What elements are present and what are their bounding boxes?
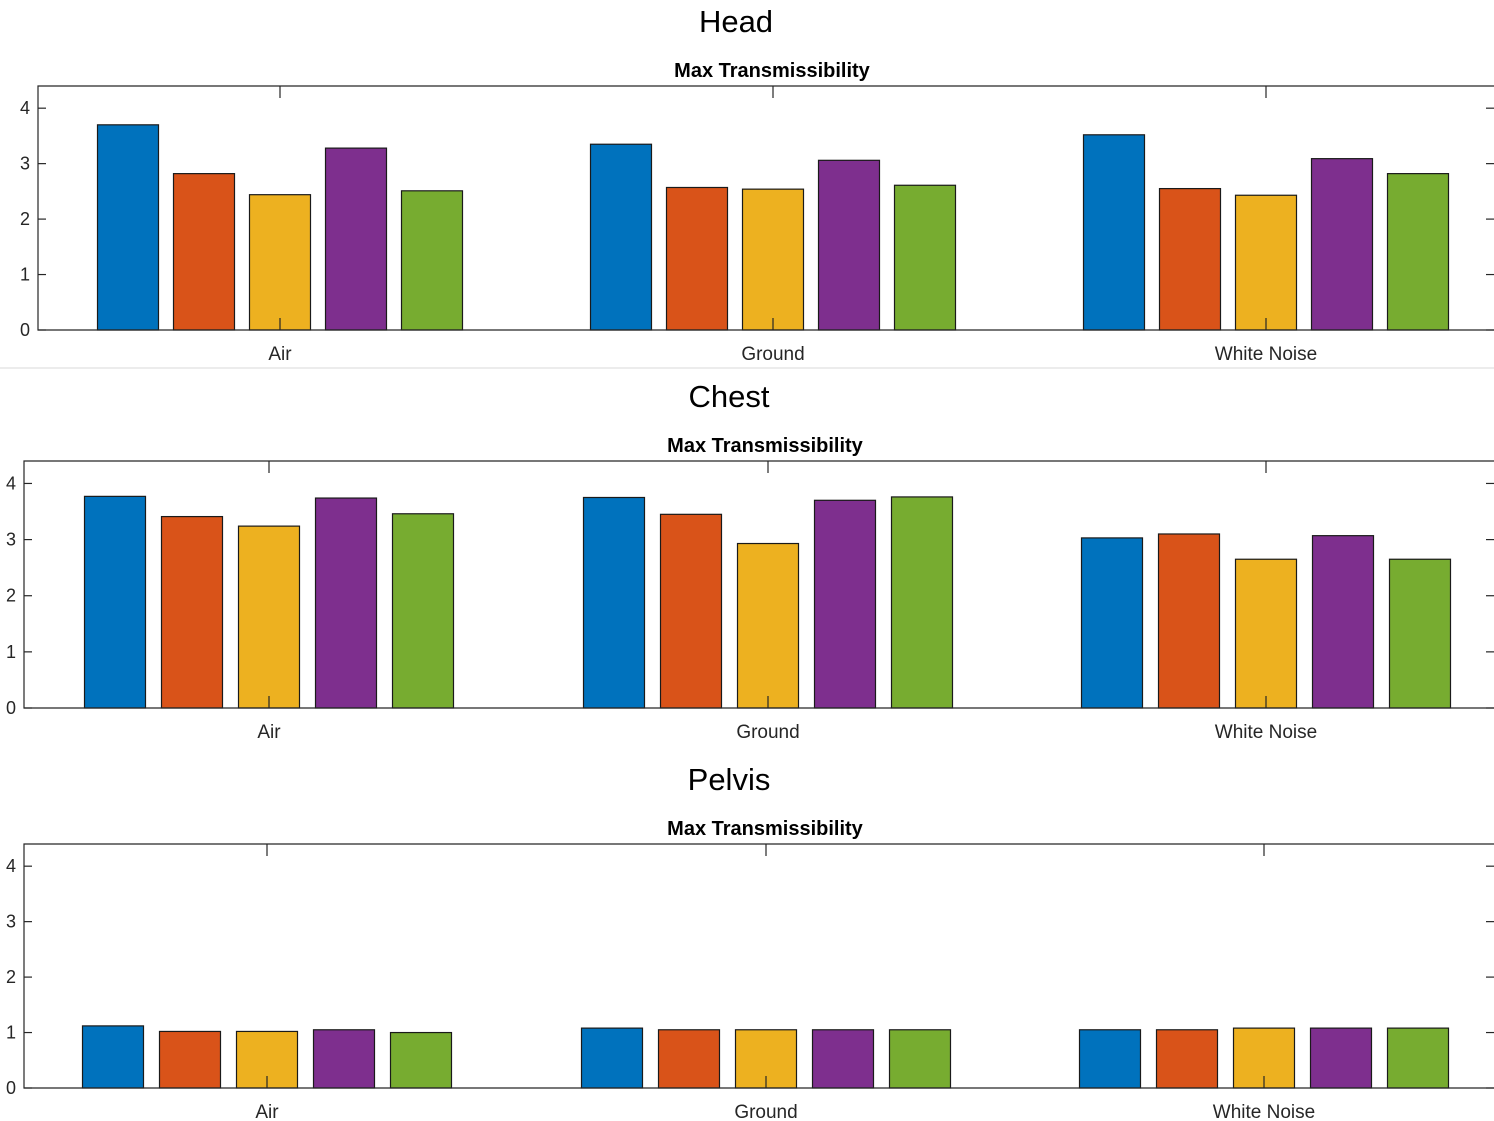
panel-head: Head Max Transmissibility 0 1 2 3 4 Air Ground Wh…	[20, 4, 1494, 365]
bar-white-noise-series-3	[1234, 194, 1298, 331]
bar-ground-series-3	[736, 542, 800, 709]
bar-air-series-3	[237, 525, 301, 709]
bar-air-series-5	[400, 190, 464, 331]
bar-white-noise-series-2	[1155, 1029, 1219, 1089]
axes-title: Max Transmissibility	[667, 435, 864, 457]
y-tick-label: 2	[20, 209, 30, 229]
y-tick-label: 4	[20, 98, 30, 118]
y-tick-label: 0	[6, 1078, 16, 1098]
bar-ground-series-5	[888, 1029, 952, 1089]
bar-air-series-4	[324, 147, 388, 331]
bar-ground-series-1	[582, 496, 646, 709]
bar-ground-series-2	[659, 513, 723, 709]
panel-title: Pelvis	[688, 762, 771, 797]
x-category-label: White Noise	[1215, 344, 1317, 365]
bar-white-noise-series-4	[1310, 158, 1374, 331]
bar-white-noise-series-2	[1158, 187, 1222, 331]
bar-ground-series-1	[580, 1027, 644, 1089]
x-category-label: Air	[255, 1102, 279, 1121]
bar-ground-series-5	[890, 496, 954, 709]
x-category-label: Air	[257, 722, 281, 743]
bar-white-noise-series-1	[1078, 1029, 1142, 1089]
bar-ground-series-2	[657, 1029, 721, 1089]
bar-white-noise-series-3	[1234, 558, 1298, 709]
bar-white-noise-series-1	[1082, 134, 1146, 331]
x-category-label: Air	[268, 344, 292, 365]
x-category-label: Ground	[736, 722, 799, 743]
bar-air-series-3	[248, 194, 312, 331]
y-tick-label: 1	[20, 265, 30, 285]
panel-title: Chest	[689, 379, 770, 414]
bar-air-series-1	[83, 495, 147, 709]
bar-white-noise-series-5	[1388, 558, 1452, 709]
axes-box	[37, 85, 1494, 331]
bar-air-series-1	[81, 1025, 145, 1089]
panel-pelvis: Pelvis Max Transmissibility 0 1 2 3 4 Air Ground…	[6, 762, 1494, 1121]
bar-air-series-4	[314, 497, 378, 709]
axes-title: Max Transmissibility	[674, 60, 871, 82]
y-tick-label: 4	[6, 473, 16, 493]
y-tick-label: 0	[6, 698, 16, 718]
x-category-label: White Noise	[1215, 722, 1317, 743]
axes-box	[23, 843, 1494, 1089]
bar-ground-series-4	[813, 499, 877, 709]
y-tick-label: 2	[6, 586, 16, 606]
panel-chest: Chest Max Transmissibility 0 1 2 3 4 Air Ground W…	[6, 379, 1494, 743]
bar-white-noise-series-5	[1386, 1027, 1450, 1089]
axes-title: Max Transmissibility	[667, 818, 864, 840]
bar-ground-series-5	[893, 184, 957, 331]
bar-air-series-5	[389, 1031, 453, 1089]
bar-white-noise-series-4	[1311, 535, 1375, 709]
axes-box	[23, 460, 1494, 709]
x-category-label: Ground	[741, 344, 804, 365]
bar-air-series-4	[312, 1029, 376, 1089]
y-tick-label: 2	[6, 967, 16, 987]
bar-white-noise-series-1	[1080, 537, 1144, 709]
y-tick-label: 3	[20, 154, 30, 174]
bar-white-noise-series-4	[1309, 1027, 1373, 1089]
panel-title: Head	[699, 4, 773, 39]
bar-ground-series-1	[589, 143, 653, 331]
bar-ground-series-3	[741, 188, 805, 331]
y-tick-label: 3	[6, 912, 16, 932]
bar-air-series-2	[160, 515, 224, 709]
y-tick-label: 1	[6, 642, 16, 662]
x-category-label: White Noise	[1213, 1102, 1315, 1121]
bar-air-series-5	[391, 513, 455, 709]
y-tick-label: 1	[6, 1023, 16, 1043]
bar-ground-series-4	[817, 159, 881, 331]
bar-ground-series-4	[811, 1029, 875, 1089]
bar-white-noise-series-2	[1157, 533, 1221, 709]
bar-air-series-1	[96, 124, 160, 331]
y-tick-label: 3	[6, 530, 16, 550]
y-tick-label: 0	[20, 320, 30, 340]
bar-white-noise-series-5	[1386, 173, 1450, 331]
bar-air-series-2	[158, 1030, 222, 1089]
bar-air-series-2	[172, 173, 236, 331]
bar-ground-series-2	[665, 186, 729, 331]
y-tick-label: 4	[6, 856, 16, 876]
x-category-label: Ground	[734, 1102, 797, 1121]
